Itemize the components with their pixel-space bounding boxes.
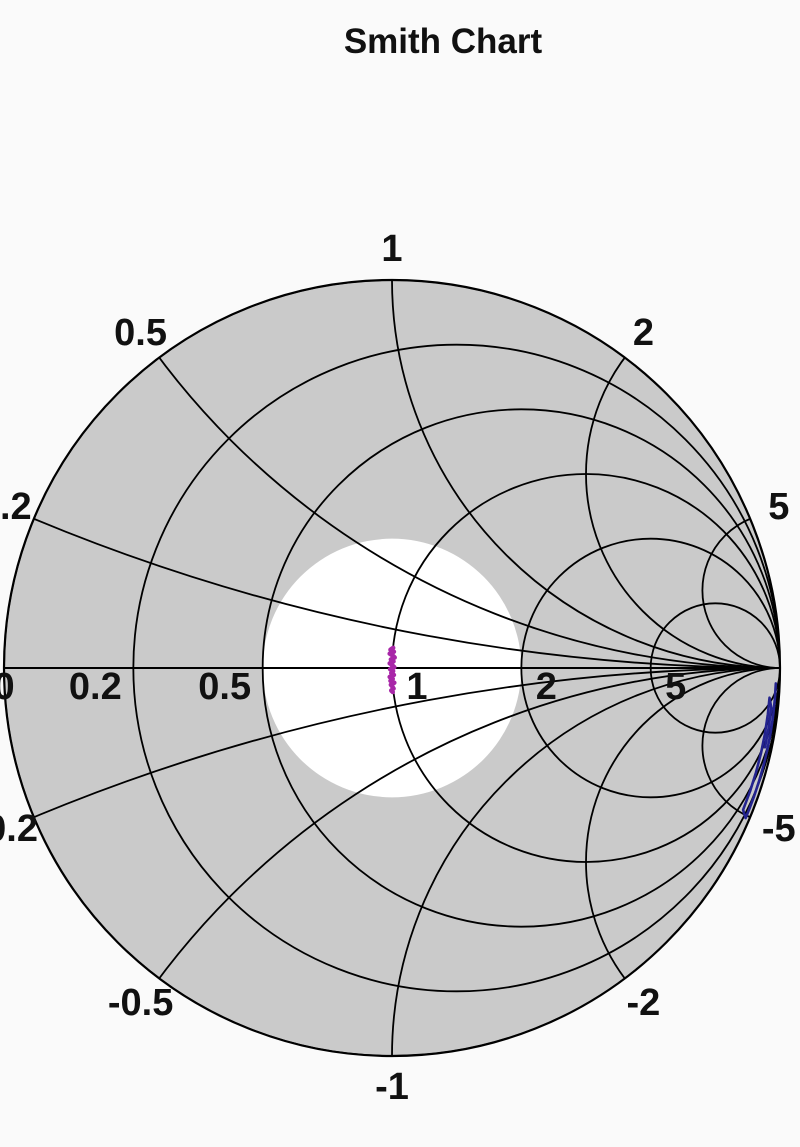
axis-tick-0.2: 0.2 <box>69 666 122 708</box>
reactance-arc-2 <box>585 280 780 669</box>
axis-tick-0.5: 0.5 <box>198 666 251 708</box>
reactance-label-0.2: 0.2 <box>0 486 32 528</box>
reactance-label-2: 2 <box>633 312 654 354</box>
trace-edge-reflection <box>741 682 778 820</box>
reactance-arc--5 <box>701 667 780 825</box>
reactance-label-1: 1 <box>381 228 402 270</box>
axis-tick-5: 5 <box>665 666 686 708</box>
reactance-arc--2 <box>585 667 780 1056</box>
chart-title: Smith Chart <box>343 22 543 61</box>
reactance-label--2: -2 <box>627 982 661 1024</box>
reactance-label--1: -1 <box>375 1066 409 1108</box>
reactance-label--0.2: -0.2 <box>0 808 38 850</box>
axis-tick-0: 0 <box>0 666 15 708</box>
trace-matched-load <box>387 645 397 695</box>
reactance-label-0.5: 0.5 <box>114 312 167 354</box>
reactance-arc-5 <box>701 511 780 669</box>
axis-tick-1: 1 <box>406 666 427 708</box>
axis-tick-2: 2 <box>536 666 557 708</box>
reactance-label--0.5: -0.5 <box>108 982 173 1024</box>
reactance-label--5: -5 <box>762 808 796 850</box>
reactance-label-5: 5 <box>768 486 789 528</box>
